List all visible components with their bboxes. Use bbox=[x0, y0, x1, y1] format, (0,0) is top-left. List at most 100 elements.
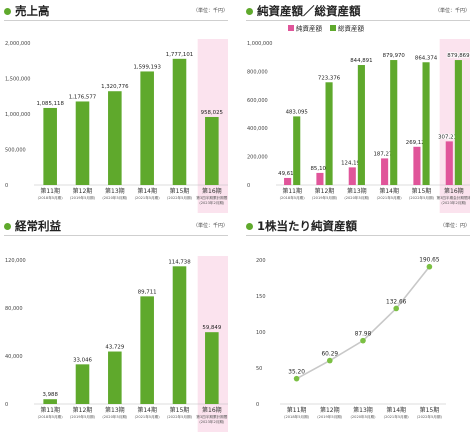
y-tick-label: 80,000 bbox=[5, 306, 23, 312]
x-tick-sublabel: (2023年2月期) bbox=[199, 419, 225, 424]
assets-panel: 純資産額／総資産額 （単位：千円） 純資産額 総資産額 1,000,000 800,0… bbox=[246, 3, 470, 215]
x-tick-sublabel: (2020年5月期) bbox=[344, 195, 370, 200]
x-tick-label: 第15期 bbox=[170, 406, 190, 414]
y-tick-label: 2,000,000 bbox=[5, 41, 30, 47]
x-tick-sublabel: (2023年2月期) bbox=[441, 200, 467, 205]
x-tick-sublabel: (2018年5月期) bbox=[38, 414, 64, 419]
sales-unit: （単位：千円） bbox=[192, 8, 228, 14]
net-assets-bar bbox=[381, 158, 389, 185]
x-tick-label: 第13期 bbox=[105, 406, 125, 414]
y-tick-label: 1,000,000 bbox=[5, 112, 30, 118]
x-tick-sublabel: (2022年5月期) bbox=[167, 195, 193, 200]
x-tick-label: 第11期 bbox=[40, 406, 60, 414]
bar bbox=[75, 101, 90, 185]
x-tick-sublabel: (2021年5月期) bbox=[135, 195, 161, 200]
total-assets-bar bbox=[293, 116, 301, 185]
data-label: 87.98 bbox=[355, 332, 372, 338]
net-assets-bar bbox=[445, 141, 453, 185]
total-assets-bar bbox=[390, 60, 398, 185]
bar bbox=[43, 107, 57, 185]
net-assets-bar bbox=[413, 146, 421, 185]
assets-title-text: 純資産額／総資産額 bbox=[257, 4, 361, 18]
profit-chart: 120,000 80,000 40,000 0 3,988 33,046 43,729 89,… bbox=[5, 256, 228, 432]
bps-title-text: 1株当たり純資産額 bbox=[257, 219, 358, 233]
data-label: 124,195 bbox=[341, 160, 363, 166]
x-tick-sublabel: 第3四半期累計期間 bbox=[196, 195, 227, 200]
data-label: 1,320,776 bbox=[101, 84, 129, 90]
y-tick-label: 0 bbox=[5, 402, 8, 408]
data-label: 844,891 bbox=[350, 58, 372, 64]
bar bbox=[172, 58, 187, 185]
title-rule bbox=[4, 20, 228, 21]
bar bbox=[205, 116, 219, 185]
y-tick-label: 1,000,000 bbox=[247, 41, 272, 47]
y-tick-label: 600,000 bbox=[247, 98, 268, 104]
x-tick-sublabel: (2020年5月期) bbox=[102, 414, 128, 419]
x-tick-sublabel: (2022年5月期) bbox=[409, 195, 435, 200]
bullet-icon bbox=[4, 222, 11, 230]
data-label: 85,103 bbox=[311, 166, 330, 172]
bar bbox=[108, 351, 122, 404]
y-tick-label: 40,000 bbox=[5, 354, 23, 360]
data-label: 269,124 bbox=[406, 140, 429, 146]
data-label: 49,616 bbox=[278, 171, 297, 177]
bps-chart: 200 150 100 50 0 35.20 60.29 87.98 132.66 190.65 第… bbox=[256, 258, 446, 419]
legend-total-assets-label: 総資産額 bbox=[338, 24, 365, 33]
x-tick-label: 第12期 bbox=[315, 187, 335, 195]
x-tick-label: 第14期 bbox=[137, 406, 157, 414]
total-assets-bar bbox=[325, 82, 333, 185]
x-tick-sublabel: (2021年5月期) bbox=[384, 414, 410, 419]
x-tick-sublabel: (2019年5月期) bbox=[70, 195, 96, 200]
sales-title-text: 売上高 bbox=[15, 4, 50, 18]
ordinary-profit-panel: 経常利益 （単位：千円） 120,000 80,000 40,000 0 3,988 33… bbox=[4, 218, 228, 432]
line-point bbox=[327, 357, 333, 364]
x-tick-sublabel: (2020年5月期) bbox=[350, 414, 376, 419]
x-tick-label: 第16期 bbox=[202, 406, 222, 414]
total-assets-bar bbox=[454, 60, 462, 185]
x-tick-sublabel: (2022年5月期) bbox=[167, 414, 193, 419]
y-tick-label: 200,000 bbox=[247, 155, 268, 161]
y-tick-label: 500,000 bbox=[5, 148, 26, 154]
line-point bbox=[360, 337, 366, 344]
data-label: 3,988 bbox=[42, 392, 58, 398]
bar bbox=[75, 364, 90, 404]
bar bbox=[140, 296, 154, 404]
bullet-icon bbox=[246, 7, 253, 15]
sales-chart: 2,000,000 1,500,000 1,000,000 500,000 0 1,085… bbox=[5, 39, 228, 213]
data-label: 958,025 bbox=[201, 110, 223, 116]
x-tick-sublabel: (2021年5月期) bbox=[377, 195, 403, 200]
data-label: 864,374 bbox=[415, 55, 438, 61]
x-tick-label: 第12期 bbox=[73, 187, 93, 195]
bullet-icon bbox=[4, 7, 11, 15]
x-tick-label: 第14期 bbox=[379, 187, 399, 195]
y-tick-label: 50 bbox=[256, 366, 262, 372]
total-assets-bar bbox=[357, 65, 365, 185]
data-label: 307,212 bbox=[438, 134, 460, 140]
legend-net-assets-swatch bbox=[288, 25, 294, 31]
y-tick-label: 0 bbox=[256, 402, 259, 408]
x-tick-sublabel: (2023年2月期) bbox=[199, 200, 225, 205]
bps-unit: （単位：円） bbox=[439, 223, 470, 229]
sales-title: 売上高 bbox=[4, 3, 50, 19]
line-point bbox=[293, 375, 300, 382]
line-point bbox=[426, 263, 433, 270]
bps-panel: 1株当たり純資産額 （単位：円） 200 150 100 50 0 35.20 60.29 8… bbox=[246, 218, 470, 432]
y-tick-label: 200 bbox=[256, 258, 266, 264]
data-label: 1,777,101 bbox=[166, 52, 193, 58]
profit-title: 経常利益 bbox=[4, 218, 61, 234]
data-label: 132.66 bbox=[386, 299, 407, 305]
x-tick-sublabel: (2019年5月期) bbox=[317, 414, 343, 419]
data-label: 879,970 bbox=[383, 53, 406, 59]
x-tick-label: 第13期 bbox=[105, 187, 125, 195]
bullet-icon bbox=[246, 222, 253, 230]
profit-unit: （単位：千円） bbox=[192, 223, 228, 229]
x-tick-sublabel: 第3四半期累計期間 bbox=[196, 414, 227, 419]
profit-title-text: 経常利益 bbox=[15, 219, 61, 233]
bar bbox=[172, 266, 187, 404]
assets-unit: （単位：千円） bbox=[434, 8, 470, 14]
net-assets-bar bbox=[316, 172, 324, 185]
data-label: 1,085,118 bbox=[36, 101, 64, 107]
title-rule bbox=[4, 235, 228, 236]
x-tick-sublabel: (2019年5月期) bbox=[70, 414, 96, 419]
net-assets-bar bbox=[284, 177, 292, 185]
